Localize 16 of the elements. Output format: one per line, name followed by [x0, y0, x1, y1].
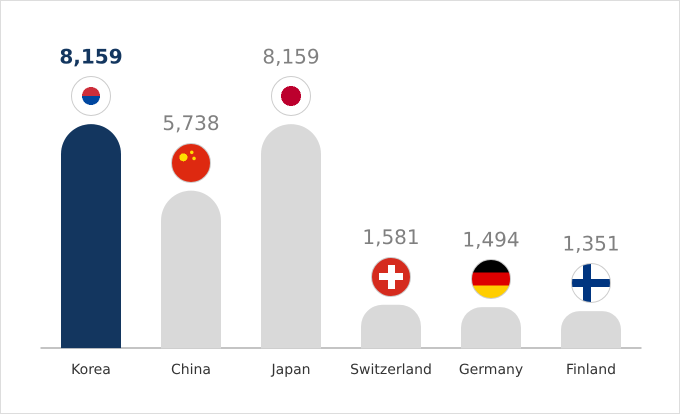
x-tick-label: Japan: [270, 362, 311, 378]
bar: [61, 124, 121, 348]
bar: [261, 124, 321, 348]
x-tick-label: Germany: [458, 362, 524, 378]
data-label: 5,738: [162, 110, 220, 135]
x-tick-label: China: [171, 362, 211, 378]
data-label: 8,159: [59, 44, 123, 68]
x-tick-label: Korea: [71, 362, 111, 378]
bar: [161, 190, 221, 348]
data-label: 1,351: [562, 231, 620, 256]
data-label: 8,159: [262, 44, 320, 68]
data-label: 1,494: [462, 227, 520, 252]
x-tick-label: Finland: [566, 362, 616, 378]
x-tick-label: Switzerland: [350, 362, 432, 378]
data-label: 1,581: [362, 224, 420, 249]
bar: [561, 311, 621, 348]
